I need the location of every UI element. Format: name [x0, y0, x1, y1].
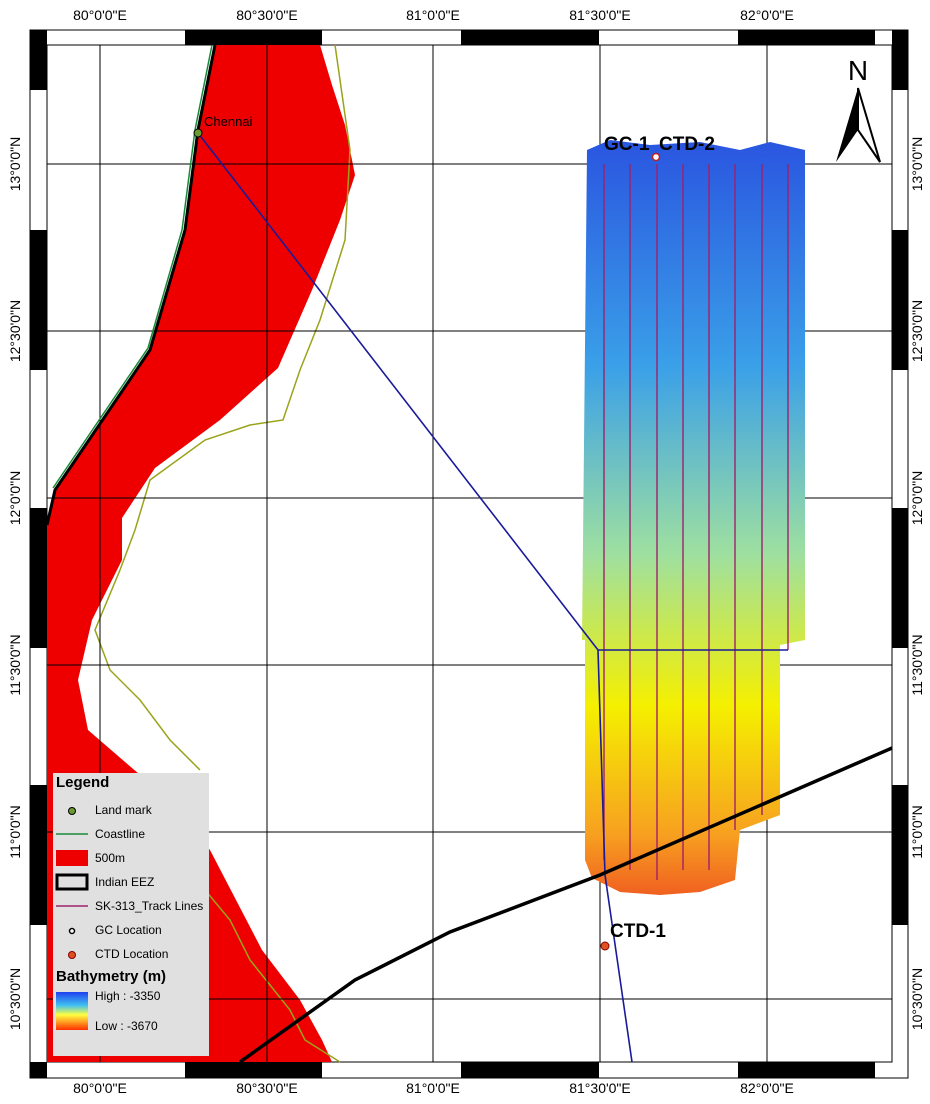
ctd-location: [601, 942, 609, 950]
legend-item: Coastline: [95, 827, 145, 841]
longitude-label: 81°30'0"E: [569, 1080, 631, 1096]
landmark: [194, 129, 202, 137]
legend-item: 500m: [95, 851, 125, 865]
legend-item: CTD Location: [95, 947, 168, 961]
latitude-label: 12°0'0"N: [7, 471, 23, 526]
latitude-label: 12°30'0"N: [7, 300, 23, 362]
north-label: N: [848, 55, 868, 86]
bathymetry-low: Low : -3670: [95, 1019, 158, 1033]
latitude-label: 11°0'0"N: [7, 805, 23, 858]
latitude-label: 12°30'0"N: [909, 300, 925, 362]
longitude-label: 81°0'0"E: [406, 7, 460, 23]
bathymetry-survey: [582, 140, 805, 895]
longitude-label: 81°0'0"E: [406, 1080, 460, 1096]
place-label: CTD-1: [610, 921, 666, 942]
legend-title: Legend: [56, 774, 109, 791]
latitude-label: 12°0'0"N: [909, 471, 925, 526]
legend: Legend Land mark Coastline 500m Indian EEZ S…: [53, 773, 209, 1056]
longitude-label: 82°0'0"E: [740, 1080, 794, 1096]
longitude-label: 80°30'0"E: [236, 1080, 298, 1096]
longitude-label: 81°30'0"E: [569, 7, 631, 23]
bathymetry-high: High : -3350: [95, 989, 161, 1003]
latitude-label: 11°0'0"N: [909, 805, 925, 858]
place-label: CTD-2: [659, 134, 715, 155]
legend-item: Land mark: [95, 803, 153, 817]
legend-item: Indian EEZ: [95, 875, 154, 889]
latitude-label: 11°30'0"N: [909, 634, 925, 695]
longitude-label: 82°0'0"E: [740, 7, 794, 23]
latitude-label: 10°30'0"N: [909, 968, 925, 1030]
place-label: Chennai: [204, 114, 253, 129]
latitude-label: 11°30'0"N: [7, 634, 23, 695]
latitude-label: 13°0'0"N: [7, 137, 23, 192]
page: {"map":{ "longitude_labels":["80°0'0\"E"…: [0, 0, 930, 1104]
longitude-label: 80°0'0"E: [73, 1080, 127, 1096]
legend-item: GC Location: [95, 923, 162, 937]
latitude-label: 13°0'0"N: [909, 137, 925, 192]
map: Chennai GC-1 CTD-2 CTD-1 N Legend Land m…: [0, 0, 930, 1099]
latitude-label: 10°30'0"N: [7, 968, 23, 1030]
place-label: GC-1: [604, 134, 650, 155]
longitude-label: 80°0'0"E: [73, 7, 127, 23]
longitude-label: 80°30'0"E: [236, 7, 298, 23]
bathymetry-title: Bathymetry (m): [56, 968, 166, 985]
legend-item: SK-313_Track Lines: [95, 899, 203, 913]
